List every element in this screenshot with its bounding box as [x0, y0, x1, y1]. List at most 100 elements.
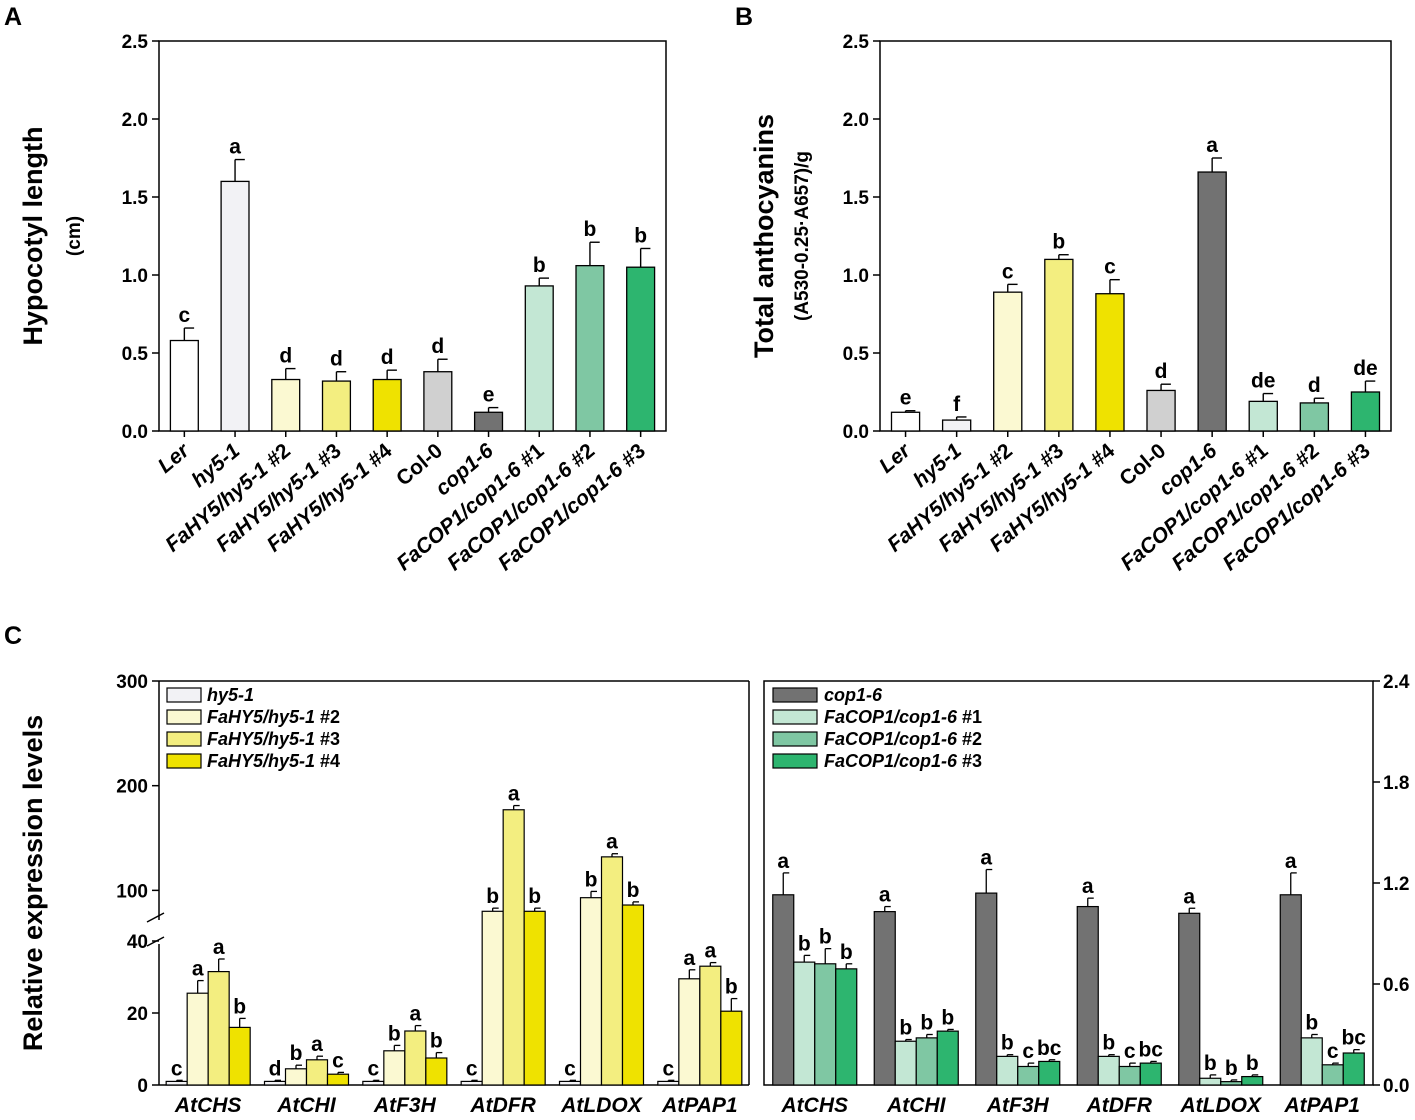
legend-swatch [772, 709, 818, 725]
y-tick-label: 2.4 [1383, 672, 1410, 693]
significance-label: de [1353, 357, 1378, 380]
bar [1300, 1037, 1323, 1086]
y-tick-label: 2.5 [843, 32, 870, 53]
significance-label: a [508, 783, 520, 806]
significance-label: a [980, 847, 992, 870]
bar [558, 1080, 582, 1086]
bar [263, 1080, 287, 1086]
bar [523, 910, 546, 1086]
y-axis-title: Relative expression levels [18, 715, 48, 1051]
bar [404, 1030, 427, 1086]
significance-label: b [941, 1006, 954, 1029]
significance-label: a [1082, 875, 1094, 898]
bar [1038, 1060, 1061, 1086]
bar [1197, 171, 1227, 432]
significance-label: a [704, 940, 716, 963]
significance-label: b [528, 885, 541, 908]
y-axis-unit: (cm) [64, 216, 85, 256]
bar [423, 371, 453, 432]
legend-swatch [166, 731, 202, 747]
bar [362, 1080, 385, 1086]
significance-label: bc [1037, 1037, 1062, 1060]
significance-label: a [1183, 885, 1195, 908]
significance-label: e [900, 387, 912, 410]
bar [772, 894, 795, 1086]
y-axis-title: Hypocotyl length [18, 126, 48, 345]
y-tick-label: 0.5 [843, 344, 870, 365]
y-axis-title: Total anthocyanins [749, 114, 779, 358]
y-tick-label: 0.6 [1383, 975, 1409, 996]
x-category-label: AtCHI [886, 1094, 946, 1117]
x-category-label: AtCHS [174, 1094, 242, 1117]
significance-label: b [430, 1030, 443, 1053]
significance-label: bc [1138, 1038, 1163, 1061]
legend-label: FaCOP1/cop1-6 #1 [824, 707, 982, 727]
bar [1299, 402, 1330, 432]
bar [579, 897, 603, 1086]
significance-label: b [1102, 1032, 1115, 1055]
x-category-label: AtF3H [986, 1094, 1050, 1117]
bar [481, 910, 504, 1086]
significance-label: b [798, 932, 811, 955]
bar [425, 1057, 448, 1086]
bar [1095, 293, 1125, 432]
bar [894, 1040, 917, 1086]
significance-label: d [269, 1057, 282, 1080]
significance-label: d [1155, 360, 1168, 383]
significance-label: b [1246, 1052, 1259, 1075]
significance-label: d [381, 346, 394, 369]
bar [936, 1030, 959, 1086]
panel-letter: C [4, 622, 22, 650]
bar [575, 264, 605, 432]
legend-swatch [166, 687, 202, 703]
legend-label: FaHY5/hy5-1 #2 [207, 707, 340, 727]
significance-label: b [627, 879, 640, 902]
y-tick-label: 200 [116, 777, 148, 798]
x-category-label: Ler [875, 438, 916, 478]
significance-label: a [683, 947, 695, 970]
y-tick-label: 300 [116, 672, 148, 693]
bar [1146, 389, 1176, 432]
legend-label: FaHY5/hy5-1 #3 [207, 729, 340, 749]
significance-label: b [725, 976, 738, 999]
legend-swatch [772, 731, 818, 747]
bar [169, 339, 199, 432]
significance-label: e [483, 384, 495, 407]
bar [1076, 905, 1099, 1086]
significance-label: b [899, 1017, 912, 1040]
significance-label: a [229, 136, 241, 159]
bar [1321, 1064, 1344, 1086]
significance-label: d [279, 345, 292, 368]
bar [1097, 1055, 1120, 1086]
significance-label: a [311, 1033, 323, 1056]
significance-label: f [953, 393, 961, 416]
bar [284, 1068, 308, 1086]
significance-label: a [213, 936, 225, 959]
bar [873, 911, 896, 1086]
significance-label: a [409, 1003, 421, 1026]
y-tick-label: 1.5 [843, 188, 870, 209]
y-tick-label: 1.2 [1383, 874, 1409, 895]
y-tick-label: 2.0 [122, 110, 148, 131]
significance-label: d [1308, 374, 1321, 397]
significance-label: c [1124, 1040, 1136, 1063]
bar [941, 419, 972, 432]
significance-label: b [819, 926, 832, 949]
legend-label: FaCOP1/cop1-6 #2 [824, 729, 982, 749]
x-category-label: AtCHI [276, 1094, 336, 1117]
significance-label: c [564, 1057, 576, 1080]
significance-label: c [466, 1057, 478, 1080]
significance-label: a [192, 958, 204, 981]
plot-frame [879, 40, 1392, 432]
significance-label: b [585, 868, 598, 891]
bar [1279, 894, 1302, 1086]
significance-label: b [920, 1012, 933, 1035]
x-category-label: AtPAP1 [1284, 1094, 1360, 1117]
bar [502, 809, 525, 1086]
legend-label: FaHY5/hy5-1 #4 [207, 751, 340, 771]
bar [186, 992, 209, 1086]
bar [1118, 1065, 1141, 1086]
bar [1044, 258, 1074, 432]
panel-letter: B [735, 3, 753, 31]
bar [524, 285, 554, 432]
